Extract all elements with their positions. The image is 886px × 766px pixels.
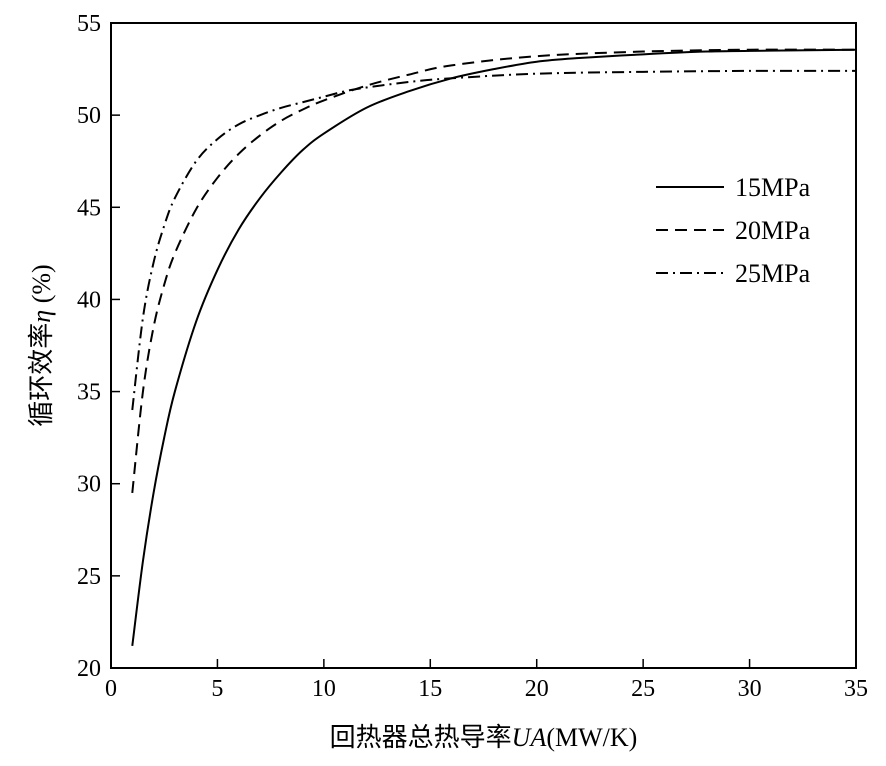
x-axis-title-variable: UA	[512, 723, 547, 752]
y-tick-label: 50	[77, 103, 101, 129]
x-tick-label: 10	[312, 676, 336, 702]
y-tick-label: 35	[77, 380, 101, 406]
x-tick-label: 30	[738, 676, 762, 702]
x-axis-title-unit: (MW/K)	[546, 723, 637, 752]
legend-label-15MPa: 15MPa	[735, 173, 811, 202]
y-tick-label: 45	[77, 195, 101, 221]
x-tick-label: 35	[844, 676, 868, 702]
legend: 15MPa 20MPa 25MPa	[656, 173, 811, 288]
y-tick-label: 30	[77, 472, 101, 498]
y-tick-label: 25	[77, 564, 101, 590]
series-line-15MPa	[131, 48, 857, 647]
legend-label-20MPa: 20MPa	[735, 216, 811, 245]
y-axis-title-variable: η	[27, 310, 56, 323]
y-axis-title: 循环效率η (%)	[27, 264, 56, 426]
x-tick-label: 0	[105, 676, 117, 702]
y-tick-label: 55	[77, 11, 101, 37]
x-tick-label: 15	[418, 676, 442, 702]
x-tick-label: 20	[525, 676, 549, 702]
legend-label-25MPa: 25MPa	[735, 259, 811, 288]
x-axis-title-prefix: 回热器总热导率	[330, 723, 512, 752]
x-tick-label: 25	[631, 676, 655, 702]
series-layer	[131, 48, 857, 647]
y-axis-title-prefix: 循环效率	[27, 323, 56, 427]
y-tick-label: 20	[77, 656, 101, 682]
series-line-20MPa	[131, 48, 857, 494]
y-axis-title-unit: (%)	[27, 264, 56, 309]
x-tick-label: 5	[211, 676, 223, 702]
series-line-25MPa	[131, 69, 857, 411]
ticks-layer: 0 5 10 15 20 25 30 35 20 25 30 35 40 45 50 55	[77, 11, 868, 702]
x-axis-title: 回热器总热导率UA(MW/K)	[330, 723, 638, 752]
y-tick-label: 40	[77, 287, 101, 313]
plot-area-frame	[110, 22, 857, 669]
